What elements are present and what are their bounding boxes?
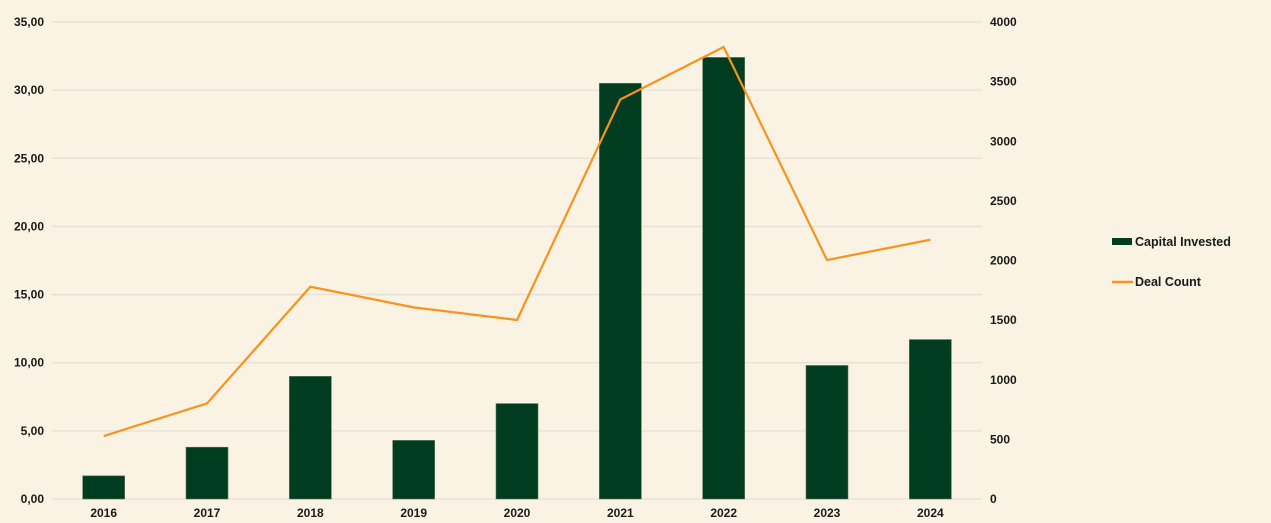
right-tick-label: 3000: [990, 134, 1017, 148]
right-tick-label: 4000: [990, 15, 1017, 29]
x-tick-label: 2021: [607, 506, 634, 520]
left-tick-label: 0,00: [21, 492, 45, 506]
left-tick-label: 5,00: [21, 424, 45, 438]
x-tick-label: 2023: [814, 506, 841, 520]
bar-2019: [392, 440, 435, 500]
bar-2017: [185, 446, 229, 500]
bar-2023: [805, 365, 849, 500]
right-tick-label: 0: [990, 492, 997, 506]
left-tick-label: 10,00: [14, 356, 44, 370]
right-axis-ticks: 0 500 1000 1500 2000 2500 3000 3500 4000: [990, 15, 1017, 506]
right-tick-label: 500: [990, 432, 1010, 446]
right-tick-label: 2500: [990, 194, 1017, 208]
x-tick-label: 2017: [194, 506, 221, 520]
bar-2024: [909, 339, 952, 500]
x-axis-ticks: 2016 2017 2018 2019 2020 2021 2022 2023 2024: [90, 506, 944, 520]
x-tick-label: 2019: [400, 506, 427, 520]
capital-invested-bars: [82, 57, 952, 500]
legend: Capital Invested Deal Count: [1112, 235, 1231, 289]
left-tick-label: 25,00: [14, 151, 44, 165]
left-tick-label: 30,00: [14, 83, 44, 97]
right-tick-label: 3500: [990, 75, 1017, 89]
right-tick-label: 1500: [990, 313, 1017, 327]
bar-2022: [702, 57, 745, 500]
deal-count-line: [103, 45, 931, 438]
legend-label-deal-count: Deal Count: [1135, 275, 1202, 289]
legend-swatch-capital-invested: [1112, 238, 1132, 245]
x-tick-label: 2024: [917, 506, 944, 520]
bar-2021: [599, 83, 642, 500]
x-tick-label: 2016: [90, 506, 117, 520]
x-tick-label: 2018: [297, 506, 324, 520]
legend-label-capital-invested: Capital Invested: [1135, 235, 1231, 249]
gridlines: [52, 21, 982, 500]
right-tick-label: 2000: [990, 254, 1017, 268]
bar-2018: [289, 376, 332, 500]
left-tick-label: 35,00: [14, 15, 44, 29]
left-tick-label: 20,00: [14, 219, 44, 233]
left-axis-ticks: 0,00 5,00 10,00 15,00 20,00 25,00 30,00 35,00: [14, 15, 44, 506]
right-tick-label: 1000: [990, 373, 1017, 387]
x-tick-label: 2022: [710, 506, 737, 520]
left-tick-label: 15,00: [14, 288, 44, 302]
bar-2016: [82, 475, 125, 500]
bar-2020: [495, 403, 539, 500]
x-tick-label: 2020: [504, 506, 531, 520]
